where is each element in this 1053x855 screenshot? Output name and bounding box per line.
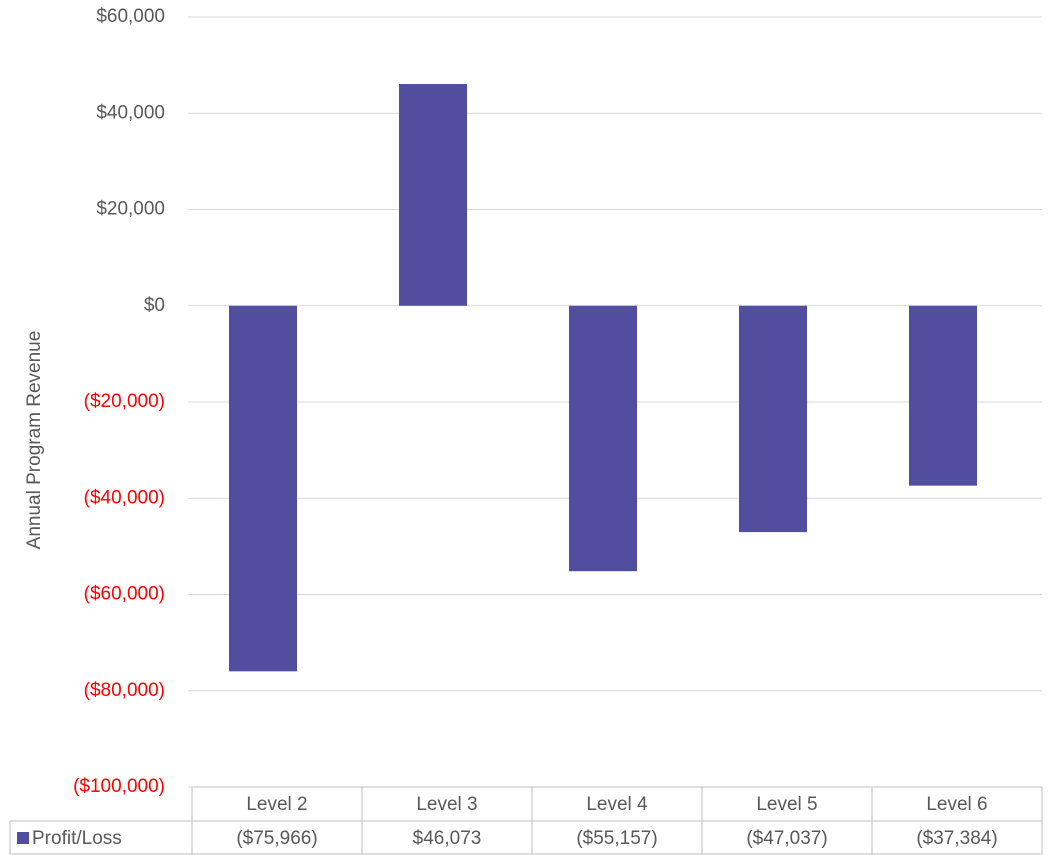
y-tick-label: ($40,000) (84, 487, 165, 508)
table-value: ($55,157) (576, 828, 657, 849)
y-tick-label: $60,000 (96, 6, 165, 27)
y-tick-label: $40,000 (96, 102, 165, 123)
table-value: $46,073 (413, 828, 482, 849)
legend-swatch (17, 832, 29, 844)
y-tick-label: ($100,000) (73, 776, 165, 797)
bar (739, 305, 807, 533)
bar (229, 305, 297, 672)
x-tick-label: Level 2 (246, 794, 307, 815)
x-tick-label: Level 3 (416, 794, 477, 815)
table-value: ($37,384) (916, 828, 997, 849)
y-tick-label: ($20,000) (84, 391, 165, 412)
bar (399, 84, 467, 306)
bar (909, 305, 977, 486)
x-tick-label: Level 4 (586, 794, 648, 815)
y-axis-label: Annual Program Revenue (24, 331, 45, 550)
table-value: ($75,966) (236, 828, 317, 849)
y-tick-label: $0 (144, 295, 165, 316)
y-tick-label: ($80,000) (84, 680, 165, 701)
legend-label: Profit/Loss (32, 828, 122, 849)
y-tick-label: ($60,000) (84, 584, 165, 605)
x-tick-label: Level 5 (756, 794, 817, 815)
x-tick-label: Level 6 (926, 794, 987, 815)
bar (569, 305, 637, 572)
y-tick-label: $20,000 (96, 199, 165, 220)
table-value: ($47,037) (746, 828, 827, 849)
